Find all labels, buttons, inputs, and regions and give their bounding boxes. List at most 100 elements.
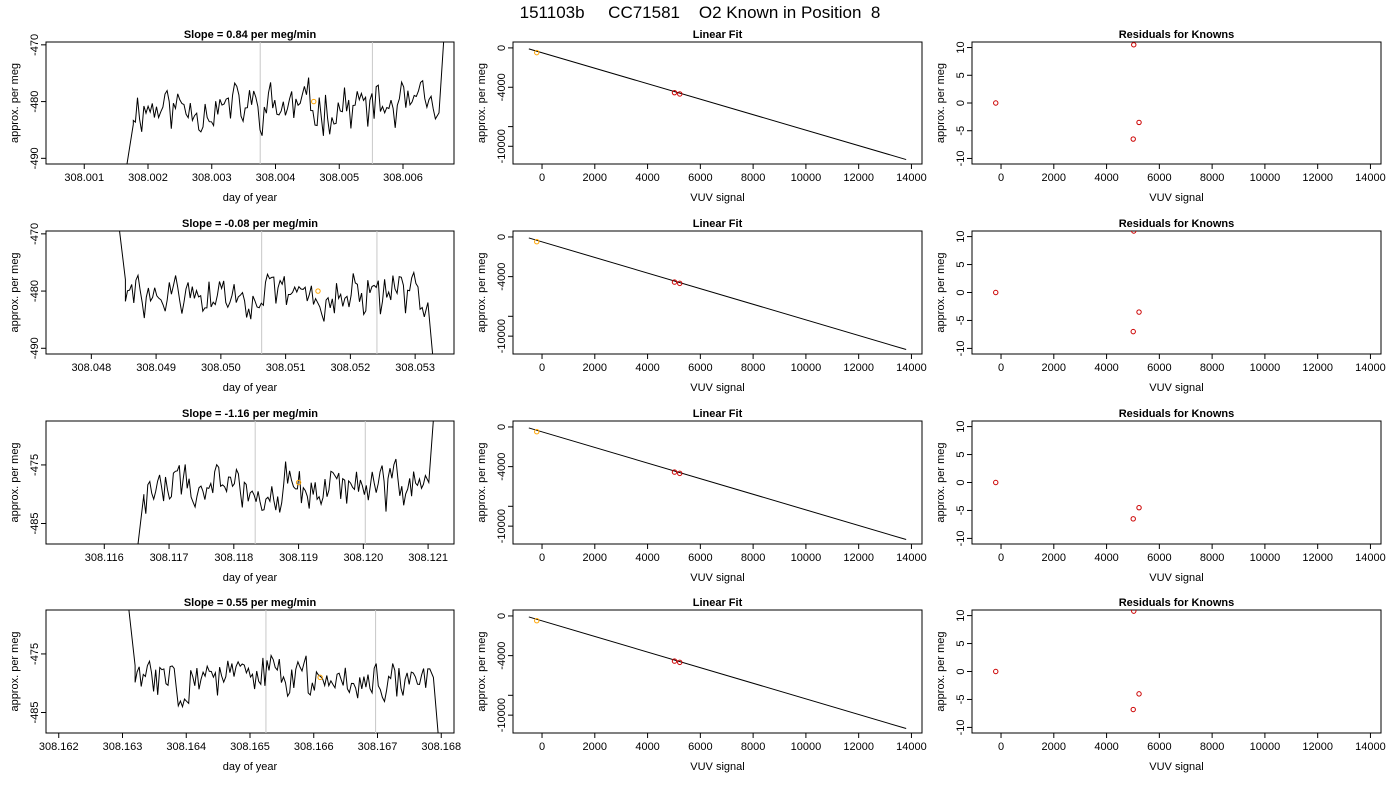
x-tick-label: 6000 [1147, 362, 1171, 374]
x-tick-label: 4000 [1094, 741, 1118, 753]
data-point [1130, 328, 1136, 335]
x-tick-label: 10000 [791, 172, 822, 184]
y-tick-label: -5 [955, 506, 967, 516]
x-tick-label: 6000 [1147, 741, 1171, 753]
y-tick-label: 0 [496, 613, 508, 619]
x-axis-label: day of year [223, 761, 278, 773]
x-axis-label: day of year [223, 192, 278, 204]
x-tick-label: 4000 [635, 741, 659, 753]
x-tick-label: 308.001 [64, 172, 104, 184]
x-tick-label: 0 [998, 552, 1004, 564]
x-tick-label: 2000 [1042, 552, 1066, 564]
x-axis-label: VUV signal [1149, 192, 1203, 204]
panel-title: Residuals for Knowns [1119, 218, 1235, 230]
plot-area [119, 231, 434, 354]
y-tick-label: -10000 [496, 698, 508, 732]
y-tick-label: -470 [29, 34, 41, 56]
plot-frame [971, 41, 1382, 165]
x-tick-label: 8000 [1200, 172, 1224, 184]
y-tick-label: -4000 [496, 73, 508, 101]
y-axis-label: approx. per meg [476, 631, 488, 711]
x-tick-label: 10000 [1250, 172, 1281, 184]
signal-trace [119, 231, 434, 354]
plot-area [528, 616, 907, 730]
panel-title: Linear Fit [693, 597, 743, 609]
x-tick-label: 10000 [1250, 741, 1281, 753]
x-axis-label: VUV signal [690, 192, 744, 204]
plot-frame [45, 41, 455, 165]
panel-title: Residuals for Knowns [1119, 597, 1235, 609]
y-tick-label: -480 [29, 280, 41, 302]
plot-area [137, 421, 434, 544]
y-tick-label: -10000 [496, 129, 508, 163]
x-tick-label: 2000 [1042, 362, 1066, 374]
data-point [993, 100, 999, 106]
plot-frame [512, 609, 923, 734]
data-point [671, 279, 678, 285]
y-tick-label: 0 [955, 289, 967, 295]
x-tick-label: 308.005 [319, 172, 359, 184]
x-axis-label: VUV signal [1149, 382, 1203, 394]
x-tick-label: 308.002 [128, 172, 168, 184]
y-axis-label: approx. per meg [476, 442, 488, 522]
y-tick-label: -475 [29, 454, 41, 476]
panel-title: Slope = -0.08 per meg/min [182, 218, 318, 230]
fit-line [528, 616, 907, 730]
panel-r1c1: Slope = 0.84 per meg/min 308.001 308.002 30… [9, 29, 455, 204]
fit-line [528, 48, 907, 161]
x-tick-label: 308.118 [214, 552, 253, 564]
y-tick-label: -10 [955, 151, 967, 167]
y-axis-label: approx. per meg [935, 252, 947, 332]
x-tick-label: 0 [998, 741, 1004, 753]
y-tick-label: 0 [496, 234, 508, 240]
y-tick-label: -4000 [496, 453, 508, 481]
x-tick-label: 6000 [688, 552, 712, 564]
x-tick-label: 12000 [843, 362, 874, 374]
x-tick-label: 8000 [741, 172, 765, 184]
y-axis-label: approx. per meg [935, 63, 947, 143]
x-tick-label: 12000 [843, 172, 874, 184]
y-tick-label: 10 [955, 230, 967, 242]
x-tick-label: 4000 [635, 552, 659, 564]
x-tick-label: 308.003 [192, 172, 232, 184]
data-point [677, 280, 683, 287]
x-tick-label: 2000 [583, 362, 607, 374]
x-tick-label: 2000 [1042, 172, 1066, 184]
x-tick-label: 6000 [688, 741, 712, 753]
known-point [534, 239, 540, 245]
data-point [1136, 309, 1142, 315]
data-point [1130, 516, 1136, 522]
data-point [993, 289, 999, 296]
data-point [1130, 706, 1136, 713]
known-point [534, 49, 540, 56]
x-tick-label: 308.006 [383, 172, 423, 184]
panel-title: Linear Fit [693, 29, 743, 41]
y-tick-label: 10 [955, 41, 967, 53]
fit-line [528, 237, 907, 351]
y-tick-label: -485 [29, 701, 41, 723]
x-tick-label: 308.048 [71, 362, 111, 374]
y-tick-label: -10000 [496, 319, 508, 353]
plot-frame [45, 230, 455, 355]
data-point [677, 659, 683, 666]
fit-line [528, 427, 907, 541]
panel-title: Linear Fit [693, 218, 743, 230]
x-tick-label: 308.049 [136, 362, 176, 374]
x-tick-label: 2000 [583, 552, 607, 564]
data-point [677, 91, 683, 97]
plot-frame [512, 420, 923, 545]
panel-title: Residuals for Knowns [1119, 408, 1235, 420]
y-axis-label: approx. per meg [935, 631, 947, 711]
y-tick-label: 10 [955, 609, 967, 621]
data-point [671, 658, 678, 664]
panel-r3c1: Slope = -1.16 per meg/min 308.116 308.117 3… [9, 408, 455, 584]
x-tick-label: 14000 [1355, 362, 1386, 374]
x-tick-label: 10000 [791, 741, 822, 753]
known-point [534, 618, 540, 624]
x-tick-label: 308.164 [166, 741, 206, 753]
data-point [993, 668, 999, 675]
signal-trace [126, 42, 445, 164]
